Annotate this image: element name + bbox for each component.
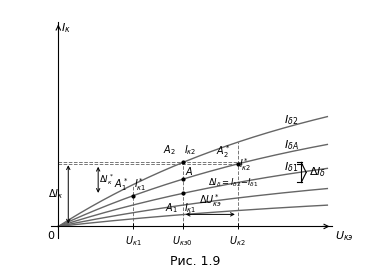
Text: $I_{\kappa1}^*$: $I_{\kappa1}^*$	[134, 176, 147, 193]
Text: $\Delta I_{\delta}$: $\Delta I_{\delta}$	[308, 166, 326, 179]
Text: $A_1^*$: $A_1^*$	[114, 176, 128, 193]
Text: $I_{\kappa2}^*$: $I_{\kappa2}^*$	[239, 157, 251, 173]
Text: $I_{\kappa}$: $I_{\kappa}$	[61, 22, 71, 36]
Text: $I_{\kappa2}$: $I_{\kappa2}$	[184, 144, 197, 157]
Text: $\Delta I_{\delta}{=}I_{\delta2}{-}I_{\delta1}$: $\Delta I_{\delta}{=}I_{\delta2}{-}I_{\d…	[208, 176, 258, 189]
Text: $I_{\delta1}$: $I_{\delta1}$	[284, 160, 298, 174]
Text: $\Delta I_{\kappa}^*$: $\Delta I_{\kappa}^*$	[99, 172, 114, 187]
Text: $U_{\kappa э}$: $U_{\kappa э}$	[335, 230, 353, 243]
Text: $A_2$: $A_2$	[163, 144, 176, 157]
Text: $A_1$: $A_1$	[165, 201, 178, 215]
Text: 0: 0	[48, 231, 55, 241]
Text: Рис. 1.9: Рис. 1.9	[170, 255, 221, 268]
Text: $I_{\delta A}$: $I_{\delta A}$	[284, 139, 299, 153]
Text: $A_2^*$: $A_2^*$	[216, 143, 230, 160]
Text: $\Delta U_{\kappa э}^*$: $\Delta U_{\kappa э}^*$	[199, 193, 222, 209]
Text: $I_{\delta2}$: $I_{\delta2}$	[284, 114, 298, 127]
Text: $I_{\kappa1}$: $I_{\kappa1}$	[184, 201, 197, 215]
Text: $A$: $A$	[185, 165, 194, 177]
Text: $\Delta I_{\kappa}$: $\Delta I_{\kappa}$	[48, 188, 63, 201]
